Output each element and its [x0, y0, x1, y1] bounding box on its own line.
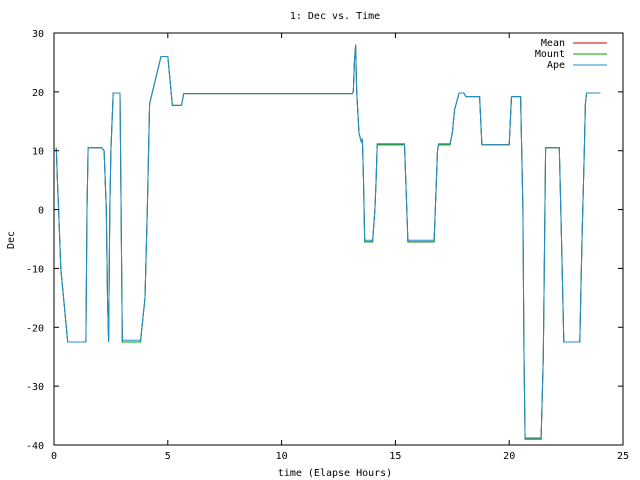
x-tick-label: 0 — [51, 451, 57, 462]
legend-label-ape: Ape — [547, 60, 565, 71]
y-tick-label: -20 — [26, 323, 44, 334]
ticks-layer: 0 5 10 15 20 25 -40 -30 -20 -10 0 10 20 30 — [26, 29, 629, 462]
x-tick-label: 10 — [276, 451, 288, 462]
y-tick-label: 20 — [32, 88, 44, 99]
series-line-ape — [55, 44, 601, 439]
legend-label-mount: Mount — [535, 49, 565, 60]
chart-title: 1: Dec vs. Time — [290, 11, 380, 22]
x-tick-label: 20 — [503, 451, 515, 462]
legend-label-mean: Mean — [541, 38, 565, 49]
x-tick-label: 25 — [617, 451, 629, 462]
y-tick-label: -10 — [26, 264, 44, 275]
y-axis-label: Dec — [6, 231, 17, 249]
series-layer — [55, 44, 601, 440]
x-tick-label: 5 — [165, 451, 171, 462]
y-tick-label: -30 — [26, 382, 44, 393]
plot-frame — [53, 32, 624, 446]
y-tick-label: 30 — [32, 29, 44, 40]
x-tick-label: 15 — [389, 451, 401, 462]
y-tick-label: -40 — [26, 441, 44, 452]
y-tick-label: 10 — [32, 147, 44, 158]
y-tick-label: 0 — [38, 206, 44, 217]
x-axis-label: time (Elapse Hours) — [278, 468, 392, 479]
